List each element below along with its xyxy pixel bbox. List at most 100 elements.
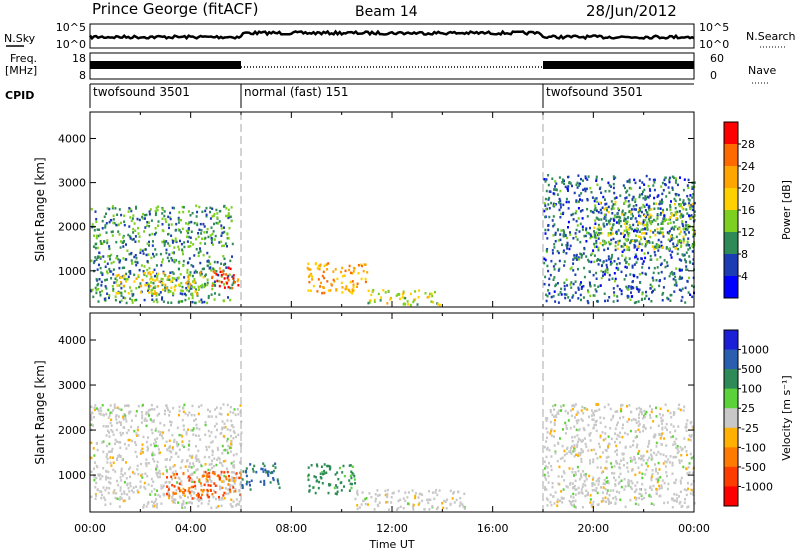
nsky-label: N.Sky: [4, 32, 36, 45]
power-colorbar-swatch-5: [724, 232, 738, 255]
velocity-panel-ytick-label-1: 2000: [58, 424, 86, 437]
cpid-strip: twofsound 3501 normal (fast) 151 twofsound…: [89, 83, 694, 108]
power-colorbar-tick-4: 12: [741, 226, 755, 239]
cpid-segment-2: twofsound 3501: [546, 85, 643, 99]
beam-title: Beam 14: [355, 4, 418, 20]
velocity-panel-region-2: [241, 462, 281, 491]
freq-left-tick-1: 8: [79, 69, 86, 82]
velocity-colorbar-swatch-8: [724, 486, 738, 507]
velocity-panel-region-0: [90, 403, 243, 510]
velocity-colorbar-tick-2: 100: [741, 383, 762, 396]
velocity-colorbar-tick-3: 25: [741, 402, 755, 415]
power-colorbar-swatch-1: [724, 144, 738, 167]
power-colorbar-tick-2: 20: [741, 182, 755, 195]
noise-right-tick-1: 10^0: [699, 38, 729, 51]
power-panel-ytick-label-1: 2000: [58, 221, 86, 234]
cpid-segment-0: twofsound 3501: [93, 85, 190, 99]
velocity-colorbar-swatch-2: [724, 369, 738, 390]
velocity-colorbar-tick-7: -1000: [741, 480, 773, 493]
velocity-panel: 1000 2000 3000 4000 Slant Range [km]: [33, 312, 696, 513]
time-tick-0: 00:00: [74, 522, 106, 535]
noise-trace: [88, 29, 695, 41]
power-panel-data: [90, 174, 696, 307]
station-title: Prince George (fitACF): [92, 0, 258, 18]
power-colorbar-tick-5: 8: [741, 248, 748, 261]
velocity-colorbar-tick-5: -100: [741, 441, 766, 454]
power-panel: 1000 2000 3000 4000 Slant Range [km]: [33, 111, 696, 308]
power-colorbar: 28 24 20 16 12 8 4 Power [dB]: [723, 121, 793, 299]
power-colorbar-swatch-0: [724, 122, 738, 145]
velocity-panel-region-1: [165, 470, 242, 500]
velocity-colorbar-tick-0: 1000: [741, 344, 769, 357]
date-title: 28/Jun/2012: [586, 2, 677, 20]
power-panel-ytick-label-2: 3000: [58, 177, 86, 190]
power-panel-region-4: [367, 288, 441, 307]
noise-left-tick-0: 10^5: [56, 21, 86, 34]
noise-trace-line: [88, 29, 695, 41]
power-panel-region-3: [306, 262, 369, 295]
velocity-colorbar: 1000 500 100 25 -25 -100 -500 -1000 Velocity [m …: [723, 329, 793, 507]
power-panel-ytick-label-3: 4000: [58, 132, 86, 145]
velocity-colorbar-swatch-1: [724, 349, 738, 370]
velocity-panel-data: [90, 403, 696, 511]
velocity-panel-region-3: [307, 463, 356, 496]
time-axis: 00:00 04:00 08:00 12:00 16:00 20:00 00:00 Time …: [74, 522, 710, 551]
power-panel-region-0: [90, 204, 235, 305]
velocity-colorbar-swatch-7: [724, 466, 738, 487]
velocity-colorbar-tick-4: -25: [741, 422, 759, 435]
velocity-colorbar-tick-6: -500: [741, 461, 766, 474]
noise-left-tick-1: 10^0: [56, 38, 86, 51]
velocity-panel-ytick-label-3: 4000: [58, 334, 86, 347]
time-tick-2: 08:00: [275, 522, 307, 535]
time-axis-label: Time UT: [368, 538, 414, 551]
freq-left-tick-0: 18: [72, 52, 86, 65]
power-panel-ytick-label-0: 1000: [58, 265, 86, 278]
velocity-colorbar-swatch-4: [724, 408, 738, 429]
velocity-colorbar-tick-1: 500: [741, 363, 762, 376]
velocity-panel-ylabel: Slant Range [km]: [33, 360, 47, 464]
time-tick-3: 12:00: [376, 522, 408, 535]
nave-right-tick-1: 0: [710, 69, 717, 82]
time-tick-6: 00:00: [678, 522, 710, 535]
velocity-panel-region-4: [354, 488, 466, 511]
velocity-panel-region-5: [543, 403, 696, 509]
cpid-segment-1: normal (fast) 151: [244, 85, 348, 99]
power-panel-region-1: [115, 271, 206, 296]
time-tick-5: 20:00: [577, 522, 609, 535]
freq-label: Freq.: [10, 52, 37, 65]
velocity-colorbar-swatch-6: [724, 447, 738, 468]
time-tick-1: 04:00: [175, 522, 207, 535]
power-colorbar-tick-0: 28: [741, 138, 755, 151]
velocity-colorbar-frame: [723, 329, 739, 507]
header-strips: Prince George (fitACF) Beam 14 28/Jun/20…: [4, 0, 796, 108]
power-colorbar-swatch-2: [724, 166, 738, 189]
freq-band-0: [90, 61, 241, 69]
velocity-colorbar-swatch-5: [724, 427, 738, 448]
power-colorbar-tick-1: 24: [741, 160, 755, 173]
freq-unit: [MHz]: [5, 64, 37, 77]
noise-right-tick-0: 10^5: [699, 21, 729, 34]
power-panel-ylabel: Slant Range [km]: [33, 157, 47, 261]
velocity-colorbar-label: Velocity [m s⁻¹]: [780, 375, 793, 460]
time-tick-4: 16:00: [477, 522, 509, 535]
power-colorbar-swatch-7: [724, 276, 738, 299]
velocity-panel-ytick-label-2: 3000: [58, 379, 86, 392]
nsearch-label: N.Search: [746, 30, 796, 43]
power-colorbar-swatch-4: [724, 210, 738, 233]
nave-label: Nave: [748, 64, 776, 77]
power-colorbar-swatch-6: [724, 254, 738, 277]
cpid-label: CPID: [5, 89, 34, 102]
velocity-colorbar-swatch-0: [724, 330, 738, 351]
power-panel-region-2: [211, 266, 240, 290]
power-colorbar-swatch-3: [724, 188, 738, 211]
power-colorbar-label: Power [dB]: [780, 180, 793, 240]
power-panel-frame: [89, 111, 695, 308]
freq-band-2: [543, 61, 694, 69]
velocity-colorbar-swatch-3: [724, 388, 738, 409]
power-colorbar-tick-3: 16: [741, 204, 755, 217]
freq-trace: [90, 61, 694, 69]
power-colorbar-tick-6: 4: [741, 270, 748, 283]
nave-right-tick-0: 60: [710, 52, 724, 65]
